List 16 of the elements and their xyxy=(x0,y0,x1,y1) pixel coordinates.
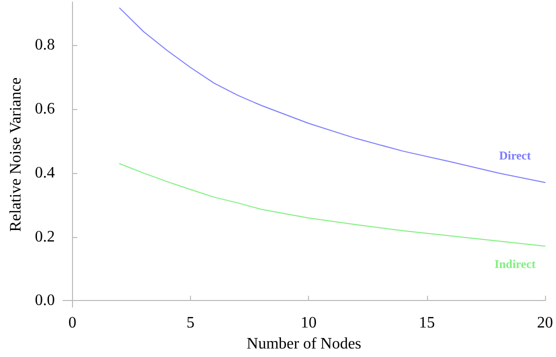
y-tick-label: 0.2 xyxy=(34,228,55,246)
line-series xyxy=(119,8,546,184)
x-tick-label: 15 xyxy=(418,314,435,332)
x-tick-label: 10 xyxy=(300,314,317,332)
x-axis-title: Number of Nodes xyxy=(246,336,362,352)
y-tick-label: 0.4 xyxy=(34,164,55,182)
y-tick-label: 0.8 xyxy=(34,36,55,54)
series-label: Direct xyxy=(499,148,531,163)
y-tick-label: 0.6 xyxy=(34,100,55,118)
x-tick-label: 5 xyxy=(186,314,195,332)
x-tick-label: 20 xyxy=(537,314,553,332)
line-series xyxy=(119,163,546,247)
y-axis-title: Relative Noise Variance xyxy=(8,77,24,232)
series-label: Indirect xyxy=(494,257,536,272)
y-tick-label: 0.0 xyxy=(34,292,55,310)
x-tick-label: 0 xyxy=(68,314,76,332)
